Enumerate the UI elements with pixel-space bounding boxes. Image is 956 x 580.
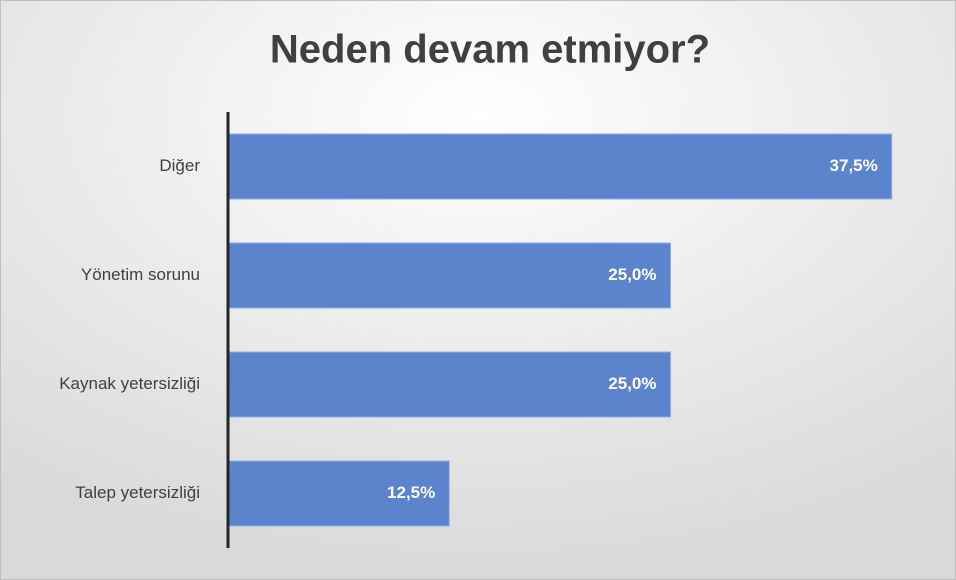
y-tick-label: Yönetim sorunu bbox=[81, 265, 200, 284]
data-label: 25,0% bbox=[608, 374, 656, 393]
bar bbox=[227, 242, 671, 309]
bar bbox=[227, 460, 450, 527]
y-tick-label: Diğer bbox=[159, 156, 200, 175]
data-label: 37,5% bbox=[830, 156, 878, 175]
data-label: 25,0% bbox=[608, 265, 656, 284]
y-tick-label: Talep yetersizliği bbox=[75, 483, 200, 502]
bar bbox=[227, 133, 893, 200]
y-tick-label: Kaynak yetersizliği bbox=[59, 374, 200, 393]
chart-title: Neden devam etmiyor? bbox=[270, 28, 710, 72]
data-label: 12,5% bbox=[387, 483, 435, 502]
bar bbox=[227, 351, 671, 418]
